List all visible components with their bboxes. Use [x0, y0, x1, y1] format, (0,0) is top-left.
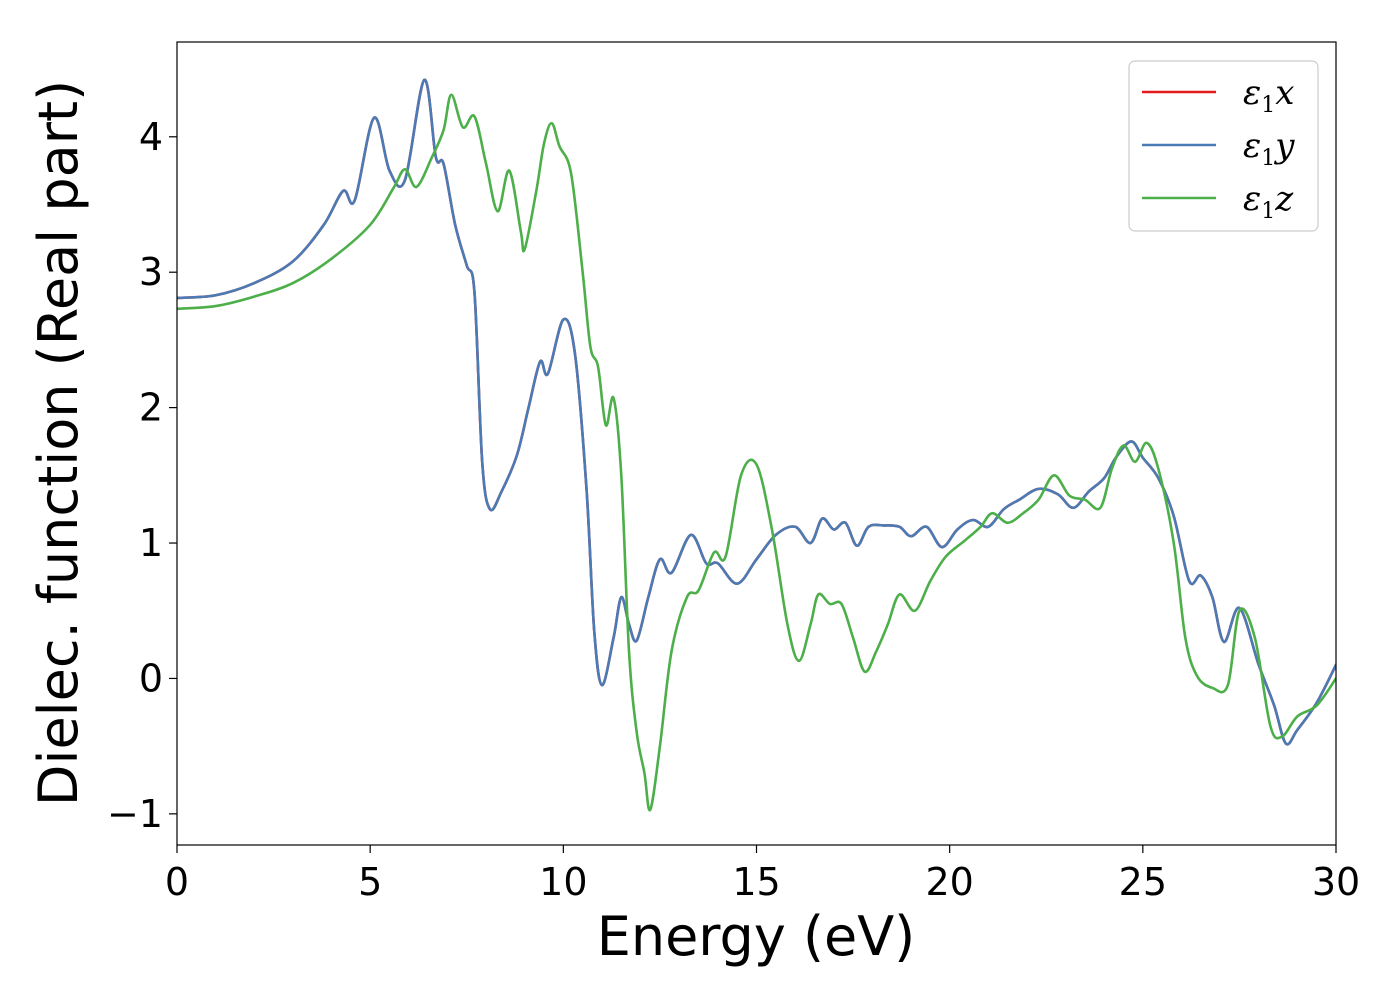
- x-tick-label: 10: [539, 860, 587, 904]
- series-layer: [177, 78, 1336, 812]
- legend-frame: [1128, 60, 1319, 232]
- x-axis-label: Energy (eV): [597, 905, 916, 968]
- y-tick-label: 4: [139, 115, 163, 159]
- y-tick-label: 0: [139, 656, 163, 700]
- x-tick-label: 20: [925, 860, 973, 904]
- legend: ε1x ε1y ε1z: [1128, 60, 1319, 232]
- series-line-z: [177, 93, 1336, 812]
- legend-label-z: ε1z: [1243, 179, 1294, 224]
- x-tick-label: 25: [1119, 860, 1167, 904]
- legend-label-y: ε1y: [1243, 126, 1295, 171]
- y-tick-label: −1: [107, 792, 163, 836]
- x-tick-label: 5: [358, 860, 382, 904]
- x-tick-label: 30: [1312, 860, 1360, 904]
- y-axis: −1 0 1 2 3 4: [107, 115, 177, 836]
- y-tick-label: 3: [139, 250, 163, 294]
- y-tick-label: 1: [139, 521, 163, 565]
- x-tick-label: 15: [732, 860, 780, 904]
- x-tick-label: 0: [165, 860, 189, 904]
- x-axis: 0 5 10 15 20 25 30: [165, 845, 1360, 904]
- y-tick-label: 2: [139, 386, 163, 430]
- y-axis-label: Dielec. function (Real part): [27, 80, 90, 806]
- legend-label-x: ε1x: [1243, 73, 1294, 118]
